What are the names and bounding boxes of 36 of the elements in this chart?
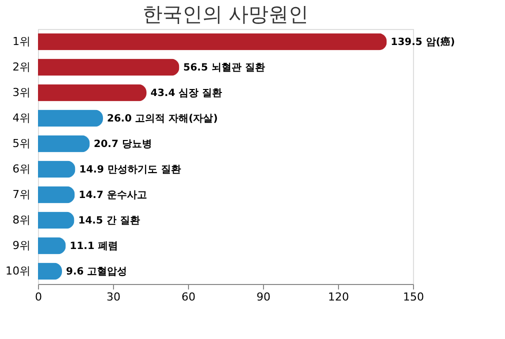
- bar: [38, 84, 146, 102]
- bar: [38, 186, 75, 204]
- bar: [38, 237, 66, 254]
- data-label: 14.9 만성하기도 질환: [79, 164, 181, 176]
- y-tick-label: 7위: [12, 188, 30, 201]
- bar: [38, 212, 74, 229]
- data-label: 9.6 고혈압성: [66, 266, 128, 278]
- x-tick-label: 150: [403, 290, 424, 304]
- data-label: 11.1 폐렴: [70, 240, 118, 252]
- x-tick-label: 120: [328, 290, 349, 304]
- y-tick-label: 1위: [12, 34, 30, 48]
- x-tick-label: 60: [182, 290, 196, 304]
- y-tick-label: 8위: [12, 213, 30, 226]
- chart-title: 한국인의 사망원인: [142, 2, 309, 26]
- x-tick-label: 30: [106, 290, 120, 304]
- data-label: 56.5 뇌혈관 질환: [183, 62, 265, 74]
- y-tick-label: 4위: [12, 111, 30, 124]
- bar: [38, 58, 180, 76]
- data-label: 139.5 암(癌): [390, 36, 456, 48]
- y-tick-label: 10위: [6, 264, 30, 278]
- data-label: 14.5 간 질환: [78, 215, 140, 226]
- data-label: 43.4 심장 질환: [150, 88, 222, 99]
- data-label: 26.0 고의적 자해(자살): [107, 113, 218, 124]
- x-tick-label: 0: [35, 290, 42, 304]
- y-tick-label: 2위: [12, 60, 30, 74]
- y-tick-label: 9위: [12, 238, 30, 252]
- bar: [38, 135, 90, 152]
- x-tick-label: 90: [256, 290, 270, 304]
- bar: [38, 160, 76, 178]
- y-tick-label: 5위: [12, 136, 30, 150]
- data-label: 14.7 운수사고: [78, 190, 147, 201]
- data-label: 20.7 당뇨병: [94, 138, 152, 150]
- bar: [38, 110, 103, 127]
- bar: [38, 33, 387, 50]
- y-tick-label: 6위: [12, 162, 30, 176]
- y-tick-label: 3위: [12, 86, 30, 99]
